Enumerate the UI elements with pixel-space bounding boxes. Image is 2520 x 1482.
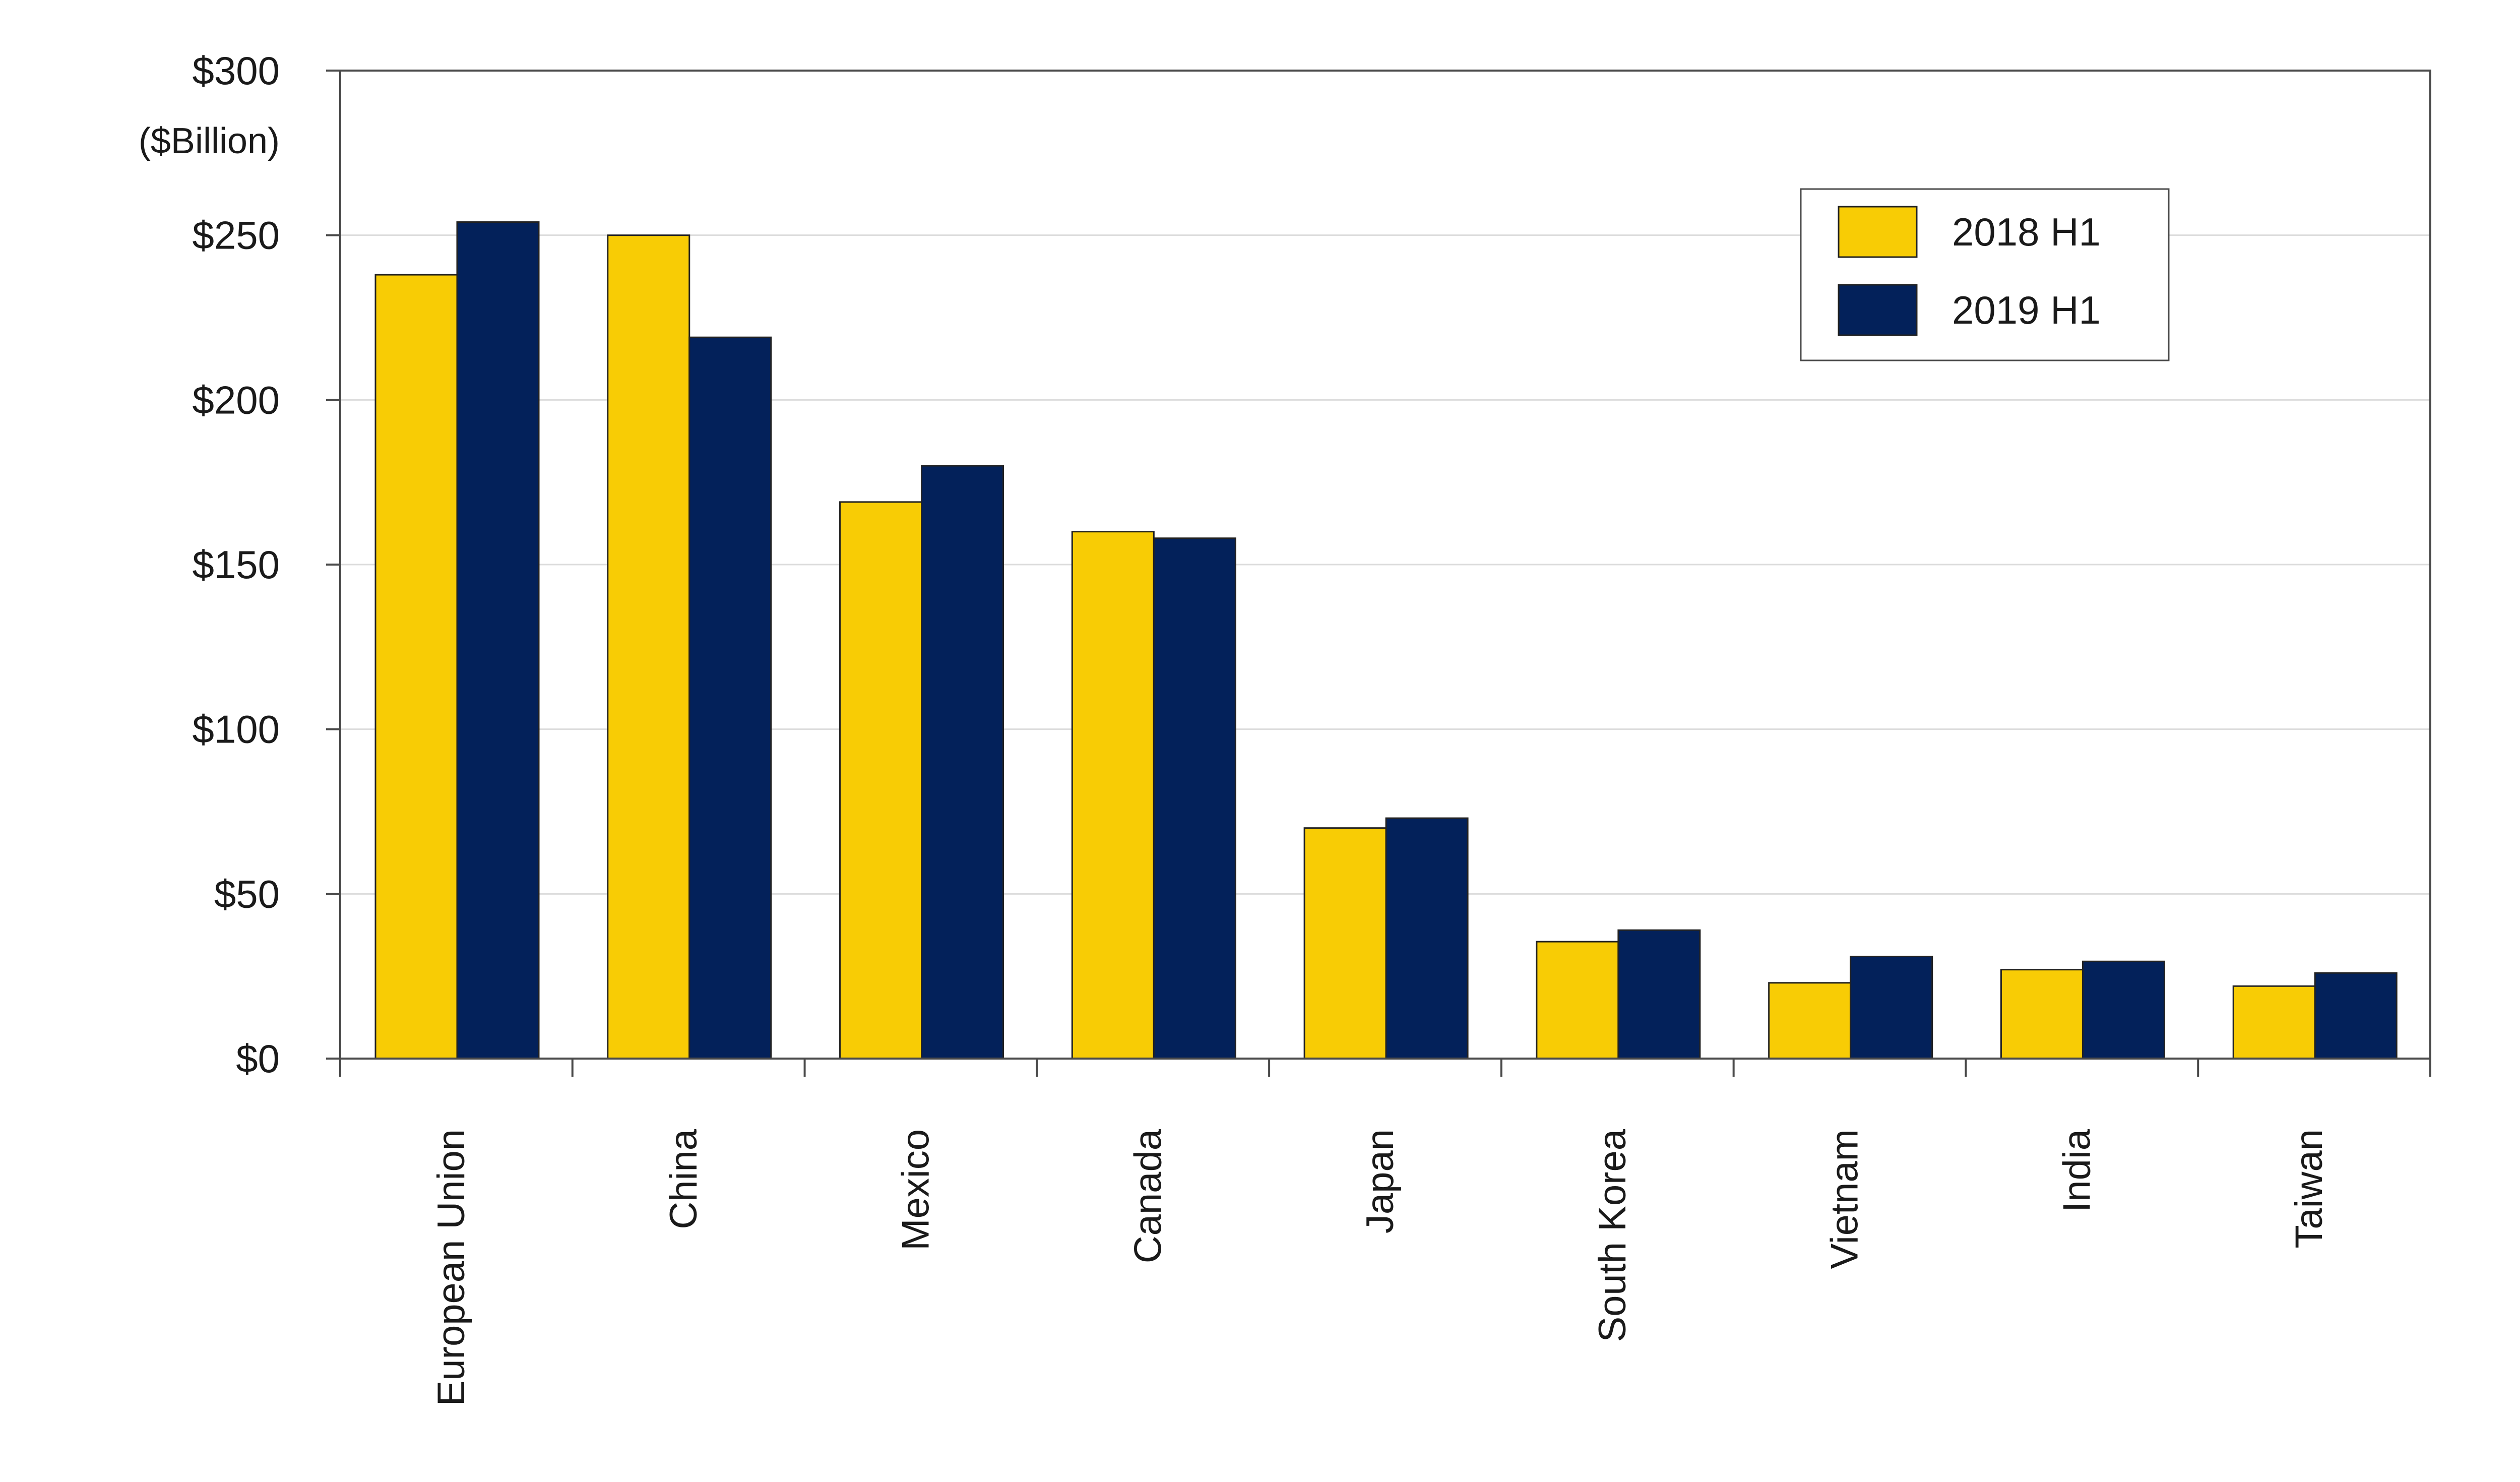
bar-2018-h1 — [1536, 941, 1619, 1060]
bar-2018-h1 — [839, 501, 923, 1060]
bar-2018-h1 — [1303, 827, 1387, 1060]
legend: 2018 H1 2019 H1 — [1800, 188, 2170, 361]
x-category-labels: European Union China Mexico Canada Japan Sout… — [430, 1129, 2330, 1406]
bar-2018-h1 — [1768, 982, 1852, 1060]
y-tick-label: $200 — [192, 378, 280, 422]
legend-swatch — [1838, 206, 1918, 258]
bar-2019-h1 — [2314, 972, 2398, 1060]
bar-2018-h1 — [1071, 531, 1155, 1060]
bar-2018-h1 — [607, 234, 690, 1060]
bar-2019-h1 — [1385, 817, 1469, 1060]
bar-2018-h1 — [2232, 985, 2316, 1060]
x-category-label: Japan — [1359, 1129, 1402, 1233]
bar-2019-h1 — [456, 221, 540, 1060]
legend-label: 2018 H1 — [1952, 210, 2101, 254]
x-category-label: Canada — [1126, 1129, 1169, 1263]
bar-2019-h1 — [688, 336, 772, 1060]
x-category-label: India — [2055, 1129, 2098, 1212]
axes — [326, 70, 2431, 1077]
y-tick-labels: $0 $50 $100 $150 $200 $250 $300 — [192, 48, 280, 1081]
legend-swatch — [1838, 284, 1918, 336]
bar-2019-h1 — [2082, 960, 2165, 1060]
bar-2019-h1 — [1850, 955, 1933, 1060]
bar-2018-h1 — [2000, 969, 2084, 1060]
x-category-label: China — [662, 1129, 705, 1229]
legend-label: 2019 H1 — [1952, 288, 2101, 332]
plot-frame — [339, 70, 2431, 1060]
x-category-label: Vietnam — [1823, 1129, 1866, 1269]
bar-2019-h1 — [1617, 929, 1701, 1060]
y-tick-label: $300 — [192, 48, 280, 93]
y-tick-label: $0 — [236, 1036, 280, 1081]
x-category-label: European Union — [430, 1129, 473, 1406]
bar-2019-h1 — [921, 465, 1004, 1060]
bar-2019-h1 — [1153, 537, 1236, 1060]
y-tick-label: $50 — [214, 872, 280, 916]
bars — [374, 221, 2398, 1060]
x-category-label: Taiwan — [2288, 1129, 2330, 1249]
y-tick-label: $100 — [192, 707, 280, 752]
x-category-label: Mexico — [895, 1129, 937, 1251]
y-axis-unit-label: ($Billion) — [139, 121, 280, 161]
y-tick-label: $250 — [192, 213, 280, 258]
bar-2018-h1 — [374, 274, 458, 1060]
y-tick-label: $150 — [192, 542, 280, 587]
x-category-label: South Korea — [1591, 1129, 1634, 1342]
